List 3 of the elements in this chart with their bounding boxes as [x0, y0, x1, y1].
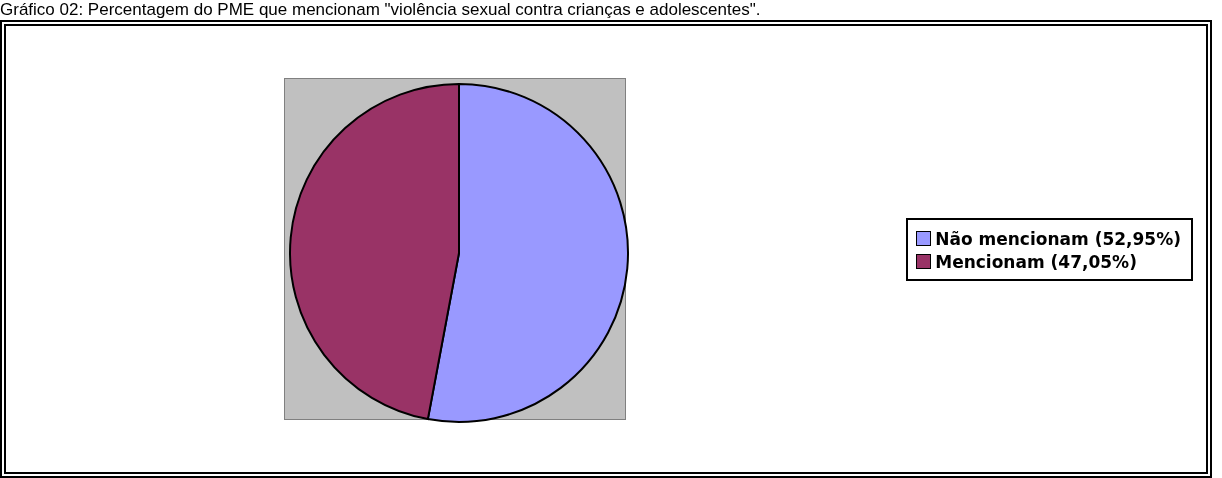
- legend-label: Mencionam (47,05%): [935, 251, 1137, 272]
- legend-label: Não mencionam (52,95%): [935, 228, 1181, 249]
- chart-title: Gráfico 02: Percentagem do PME que mencionam "violência sexual contra crianças e adolescentes".: [0, 0, 762, 20]
